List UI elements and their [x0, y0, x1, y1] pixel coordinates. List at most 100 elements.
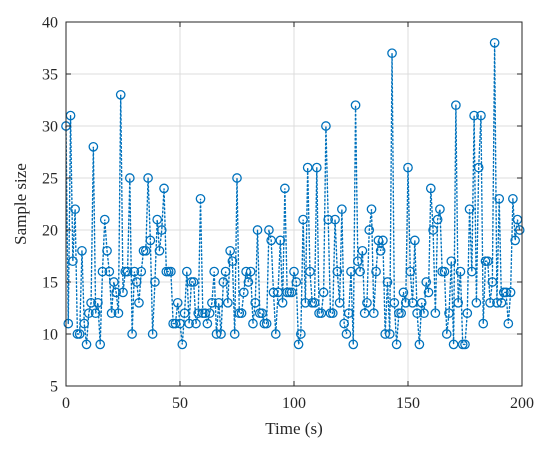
data-point	[359, 308, 370, 319]
data-point	[90, 308, 101, 319]
data-point	[86, 297, 96, 308]
data-point	[67, 256, 78, 267]
data-point	[464, 204, 475, 215]
data-point	[248, 318, 258, 329]
data-point	[202, 318, 213, 329]
data-point	[441, 329, 452, 339]
data-point	[243, 277, 254, 287]
data-point	[321, 121, 331, 131]
data-point	[414, 339, 425, 350]
y-axis-label: Sample size	[11, 163, 30, 245]
data-point	[387, 48, 397, 59]
data-point	[391, 339, 402, 350]
data-point	[77, 245, 87, 256]
data-point	[400, 297, 411, 308]
data-point	[218, 277, 229, 287]
y-tick-label: 25	[42, 171, 58, 188]
data-point	[508, 193, 518, 204]
data-point	[156, 225, 167, 235]
data-point	[275, 235, 286, 246]
y-tick-label: 10	[42, 327, 58, 344]
data-point	[181, 266, 192, 277]
data-point	[350, 100, 361, 111]
data-point	[177, 339, 188, 350]
data-point	[280, 183, 290, 194]
data-point	[213, 297, 224, 308]
data-point	[81, 339, 92, 350]
data-point	[152, 214, 163, 225]
data-point	[364, 225, 375, 235]
data-point	[503, 318, 514, 329]
data-point	[311, 162, 322, 173]
data-point	[432, 214, 443, 225]
x-tick-label: 200	[510, 395, 534, 412]
data-point	[478, 318, 489, 329]
data-point	[444, 308, 454, 319]
data-point	[216, 329, 226, 339]
data-point	[209, 266, 220, 277]
data-point	[124, 173, 135, 183]
data-point	[334, 297, 345, 308]
data-point	[341, 329, 352, 339]
data-point	[93, 297, 103, 308]
data-point	[482, 256, 493, 267]
data-point	[70, 204, 80, 215]
data-point	[455, 266, 466, 277]
data-point	[122, 266, 133, 277]
series-line	[65, 42, 521, 346]
data-point	[368, 308, 379, 319]
data-point	[339, 318, 350, 329]
data-point	[460, 339, 470, 350]
data-point	[416, 297, 427, 308]
data-point	[330, 214, 340, 225]
data-point	[188, 277, 199, 287]
data-point	[63, 318, 74, 329]
data-point	[409, 235, 420, 246]
data-point	[113, 308, 124, 319]
data-point	[95, 339, 106, 350]
data-point	[305, 266, 315, 277]
data-point	[277, 297, 288, 308]
data-point	[236, 308, 247, 319]
data-point	[446, 256, 457, 267]
data-point	[412, 308, 422, 319]
data-point	[514, 225, 525, 235]
data-point	[466, 266, 477, 277]
data-point	[430, 308, 441, 319]
data-point	[106, 308, 117, 319]
data-point	[172, 297, 183, 308]
data-point	[510, 235, 521, 246]
data-point	[273, 287, 283, 298]
data-point	[375, 245, 386, 256]
data-point	[453, 297, 464, 308]
data-point	[505, 287, 516, 298]
data-point	[501, 287, 511, 298]
data-point	[111, 287, 122, 298]
data-point	[357, 245, 368, 256]
data-point	[145, 235, 156, 246]
data-point	[403, 162, 413, 173]
data-point	[200, 308, 210, 319]
data-point	[380, 329, 391, 339]
data-point	[421, 277, 432, 287]
data-point	[389, 297, 400, 308]
data-point	[74, 329, 85, 339]
data-point	[150, 277, 160, 287]
x-axis-label: Time (s)	[265, 419, 322, 438]
data-point	[309, 297, 320, 308]
data-point	[373, 235, 384, 246]
data-point	[154, 245, 165, 256]
data-point	[428, 225, 438, 235]
data-point	[352, 256, 363, 267]
x-tick-label: 150	[396, 395, 420, 412]
data-point	[211, 329, 222, 339]
data-point	[229, 329, 240, 339]
data-point	[97, 266, 108, 277]
data-point	[384, 329, 395, 339]
data-point	[476, 110, 486, 121]
data-point	[346, 266, 356, 277]
data-point	[286, 287, 297, 298]
data-point	[462, 308, 473, 319]
data-point	[140, 245, 151, 256]
data-point	[371, 266, 381, 277]
